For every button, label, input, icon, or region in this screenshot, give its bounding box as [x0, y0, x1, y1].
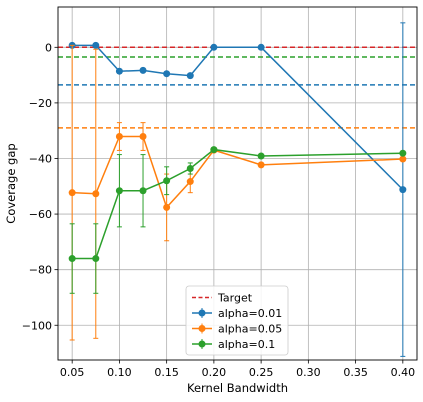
y-tick-label: −60 [29, 208, 52, 221]
x-tick-label: 0.30 [296, 366, 321, 379]
series-layer [68, 22, 407, 357]
legend-marker [198, 325, 206, 332]
series-alpha=0.1 [68, 146, 407, 294]
y-tick-label: −100 [22, 319, 52, 332]
y-axis: 0 −20 −40 −60 −80 −100 [22, 41, 58, 332]
data-point [115, 133, 123, 141]
data-point [115, 187, 123, 195]
data-point [92, 41, 100, 49]
data-point [257, 161, 265, 169]
legend-label: Target [217, 292, 253, 305]
legend-label: alpha=0.01 [218, 307, 282, 320]
x-tick-label: 0.25 [249, 366, 274, 379]
data-point [210, 146, 218, 154]
data-point [68, 255, 76, 263]
x-tick-label: 0.20 [202, 366, 227, 379]
series-alpha=0.01 [68, 22, 407, 357]
x-tick-label: 0.40 [391, 366, 416, 379]
x-axis-label: Kernel Bandwidth [187, 381, 288, 395]
data-point [115, 67, 123, 75]
data-point [399, 155, 407, 163]
legend-marker [198, 340, 206, 348]
y-axis-label: Coverage gap [4, 143, 18, 223]
data-point [68, 189, 76, 197]
data-point [139, 66, 147, 74]
data-point [399, 149, 407, 157]
legend-box [185, 285, 289, 356]
data-point [399, 186, 407, 194]
legend-label: alpha=0.05 [218, 323, 282, 336]
x-tick-label: 0.10 [107, 366, 132, 379]
plot-frame [57, 6, 418, 361]
x-axis: 0.05 0.10 0.15 0.20 0.25 0.30 0.35 0.40 [60, 360, 415, 379]
data-point [139, 133, 147, 141]
data-point [139, 187, 147, 195]
data-point [92, 190, 100, 198]
series-line [72, 148, 403, 260]
data-point [210, 43, 218, 51]
y-tick-label: −20 [29, 97, 52, 110]
legend-marker [198, 309, 206, 317]
series-line [72, 44, 404, 191]
data-point [257, 152, 265, 160]
legend: Target alpha=0.01 alpha=0.05 alpha=0.1 [185, 285, 289, 356]
series-line [72, 135, 403, 209]
data-point [186, 164, 194, 172]
y-tick-label: 0 [45, 41, 52, 54]
legend-label: alpha=0.1 [218, 338, 275, 351]
data-point [163, 177, 171, 185]
x-tick-label: 0.15 [154, 366, 179, 379]
data-point [257, 43, 265, 51]
data-point [163, 70, 171, 78]
x-tick-label: 0.35 [343, 366, 368, 379]
x-tick-label: 0.05 [60, 366, 85, 379]
reference-lines [58, 46, 417, 129]
data-point [163, 203, 171, 211]
y-tick-label: −40 [29, 152, 52, 165]
y-tick-label: −80 [29, 264, 52, 277]
data-point [186, 72, 194, 80]
data-point [186, 178, 194, 186]
data-point [92, 255, 100, 263]
